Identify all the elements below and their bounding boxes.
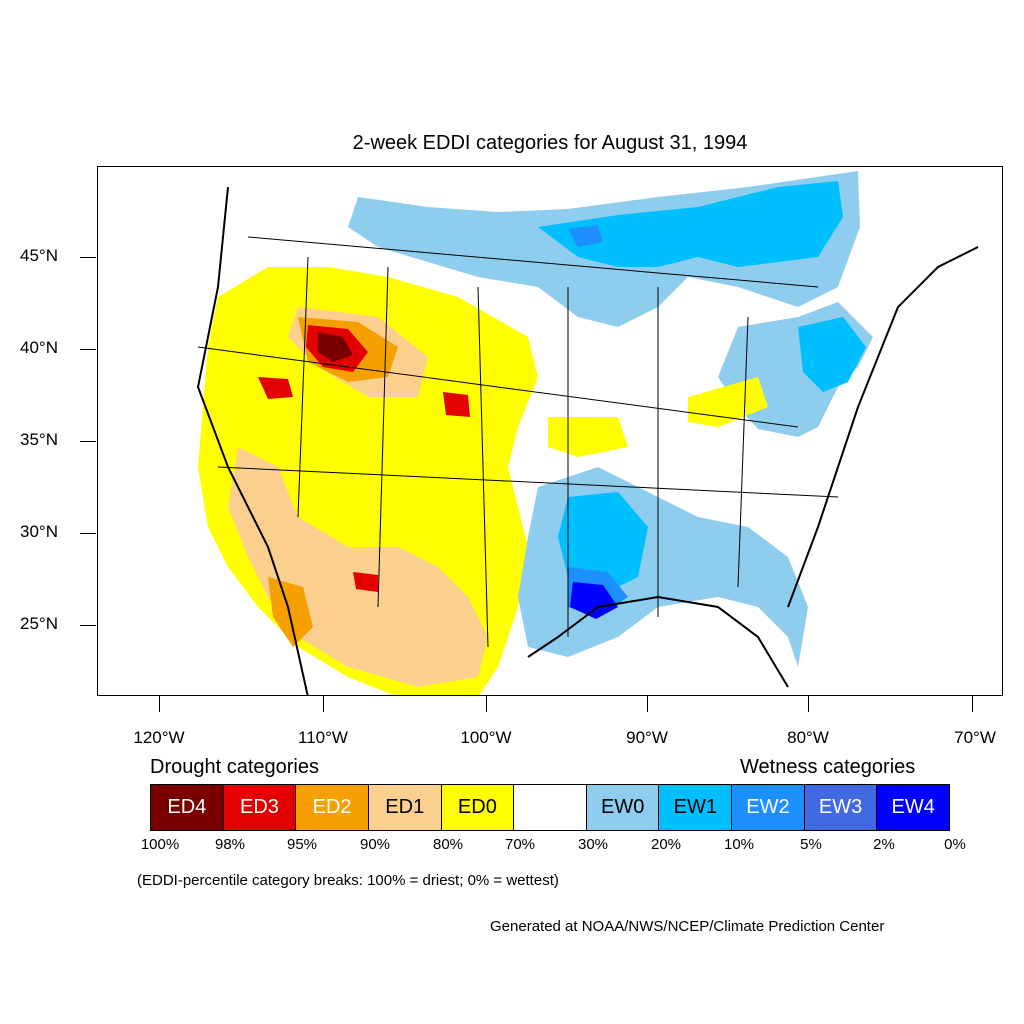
break-label: 70% <box>504 836 536 853</box>
break-label: 30% <box>577 836 609 853</box>
legend-bar: ED4 ED3 ED2 ED1 ED0 EW0 EW1 EW2 EW3 EW4 <box>150 784 950 831</box>
region-ew1-east <box>798 317 866 392</box>
break-label: 100% <box>140 836 180 853</box>
map-title: 2-week EDDI categories for August 31, 19… <box>352 132 748 154</box>
legend-label: EW2 <box>746 796 790 818</box>
legend-label: EW1 <box>673 796 717 818</box>
legend-box-ed1: ED1 <box>368 785 442 830</box>
region-ew4-louisiana <box>570 582 618 619</box>
lat-tick <box>80 257 96 258</box>
break-label: 10% <box>723 836 755 853</box>
legend-box-ew0: EW0 <box>586 785 660 830</box>
region-ed4-idaho <box>318 332 353 362</box>
lon-tick <box>486 696 487 712</box>
break-label: 5% <box>800 836 822 853</box>
legend-box-ed0: ED0 <box>441 785 515 830</box>
break-label: 20% <box>650 836 682 853</box>
legend-box-ew4: EW4 <box>877 785 950 830</box>
legend-box-ew2: EW2 <box>732 785 805 830</box>
region-ed3-nevada <box>258 377 293 399</box>
lat-label-35: 35°N <box>20 430 58 449</box>
lon-tick <box>159 696 160 712</box>
legend-box-ed3: ED3 <box>223 785 297 830</box>
region-ew2-north <box>568 225 603 247</box>
break-label: 95% <box>286 836 318 853</box>
legend-box-ed4: ED4 <box>151 785 224 830</box>
legend-label: ED2 <box>312 796 352 818</box>
lat-label-45: 45°N <box>20 246 58 265</box>
category-note: (EDDI-percentile category breaks: 100% =… <box>137 872 559 889</box>
lat-tick <box>80 441 96 442</box>
eddi-map <box>196 171 979 695</box>
map-panel <box>97 166 1003 696</box>
legend-label: ED4 <box>167 796 207 818</box>
lon-label-90: 90°W <box>626 728 668 747</box>
break-label: 2% <box>873 836 895 853</box>
lat-tick <box>80 533 96 534</box>
legend-box-normal <box>514 785 587 830</box>
lon-label-70: 70°W <box>954 728 996 747</box>
lon-tick <box>323 696 324 712</box>
drought-heading: Drought categories <box>150 756 319 778</box>
lat-label-30: 30°N <box>20 522 58 541</box>
lon-tick <box>972 696 973 712</box>
legend-label: EW3 <box>818 796 863 818</box>
legend-box-ew1: EW1 <box>659 785 733 830</box>
break-label: 90% <box>359 836 391 853</box>
coastlines <box>196 186 979 695</box>
legend-label: ED3 <box>240 796 279 818</box>
region-ed3-wyoming <box>443 392 470 417</box>
lon-tick <box>808 696 809 712</box>
legend-label: EW4 <box>891 796 935 818</box>
region-ed0-central <box>548 417 628 457</box>
legend-box-ed2: ED2 <box>296 785 369 830</box>
lon-label-110: 110°W <box>298 728 348 747</box>
break-label: 80% <box>432 836 464 853</box>
legend-box-ew3: EW3 <box>804 785 878 830</box>
lon-label-100: 100°W <box>460 728 512 747</box>
lat-label-40: 40°N <box>20 338 58 357</box>
break-label: 98% <box>214 836 246 853</box>
lon-label-120: 120°W <box>133 728 185 747</box>
legend-label: ED1 <box>385 796 425 818</box>
region-ew1-north <box>538 181 843 267</box>
lon-tick <box>647 696 648 712</box>
legend-label: EW0 <box>600 796 645 818</box>
region-ed3-nm <box>353 572 378 592</box>
credit-line: Generated at NOAA/NWS/NCEP/Climate Predi… <box>490 918 885 935</box>
lat-label-25: 25°N <box>20 614 58 633</box>
legend-label: ED0 <box>457 796 497 818</box>
lat-tick <box>80 625 96 626</box>
lat-tick <box>80 349 96 350</box>
region-ew0-south <box>518 467 808 667</box>
region-ed2-baja <box>268 577 313 647</box>
break-label: 0% <box>944 836 966 853</box>
wetness-heading: Wetness categories <box>740 756 916 778</box>
lon-label-80: 80°W <box>787 728 829 747</box>
state-boundaries <box>197 236 839 648</box>
